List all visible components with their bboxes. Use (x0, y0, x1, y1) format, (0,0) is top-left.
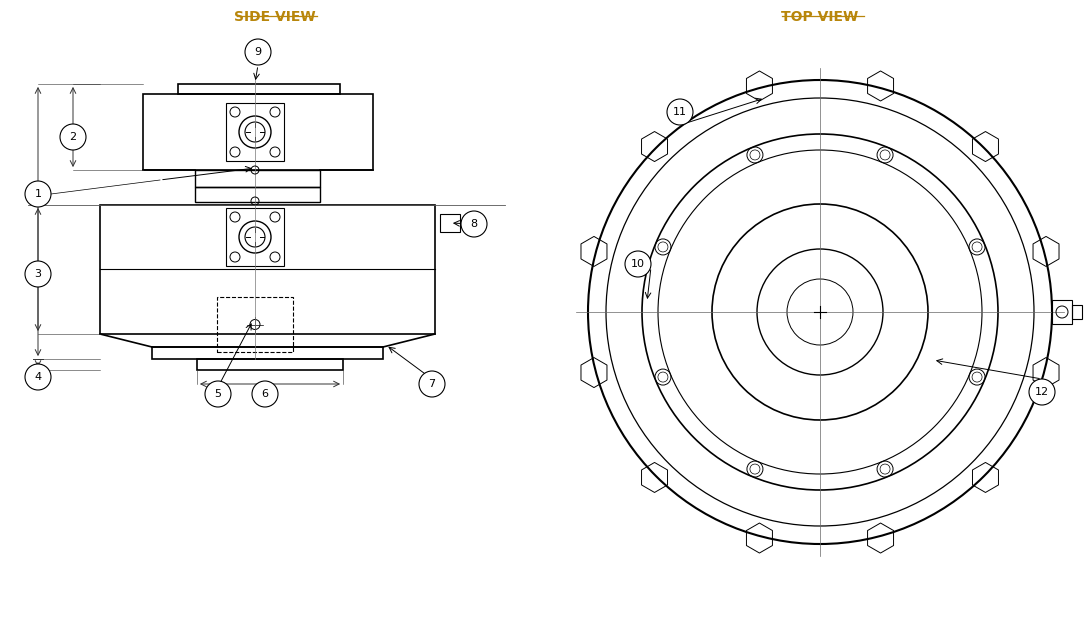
Bar (227, 208, 284, 266)
Text: 5: 5 (215, 389, 221, 399)
Circle shape (25, 364, 51, 390)
Circle shape (205, 381, 231, 407)
Circle shape (25, 181, 51, 207)
Text: 4: 4 (35, 372, 41, 382)
Circle shape (25, 261, 51, 287)
Circle shape (60, 124, 86, 150)
Bar (217, 297, 293, 352)
Bar (1072, 305, 1082, 319)
Bar (178, 84, 340, 94)
Bar (152, 347, 383, 359)
Circle shape (625, 251, 651, 277)
Bar (227, 103, 284, 161)
Text: SIDE VIEW: SIDE VIEW (234, 10, 316, 24)
Text: 1: 1 (35, 189, 41, 199)
Polygon shape (582, 236, 607, 266)
Polygon shape (641, 132, 668, 162)
Polygon shape (1033, 236, 1059, 266)
Polygon shape (641, 462, 668, 492)
Text: 12: 12 (1035, 387, 1049, 397)
Text: TOP VIEW: TOP VIEW (782, 10, 858, 24)
Bar (1052, 300, 1072, 324)
Text: 2: 2 (70, 132, 76, 142)
Circle shape (666, 99, 693, 125)
Polygon shape (1033, 358, 1059, 388)
Bar (440, 214, 460, 232)
Circle shape (252, 381, 278, 407)
Bar (197, 359, 343, 370)
Text: 8: 8 (470, 219, 478, 229)
Circle shape (461, 211, 487, 237)
Polygon shape (746, 523, 772, 553)
Bar (100, 205, 435, 334)
Circle shape (1029, 379, 1055, 405)
Polygon shape (868, 523, 894, 553)
Bar (195, 170, 320, 187)
Text: 7: 7 (428, 379, 436, 389)
Circle shape (419, 371, 445, 397)
Text: 10: 10 (631, 259, 645, 269)
Polygon shape (582, 358, 607, 388)
Bar (195, 187, 320, 202)
Polygon shape (972, 132, 999, 162)
Text: 6: 6 (261, 389, 269, 399)
Polygon shape (972, 462, 999, 492)
Text: 9: 9 (255, 47, 261, 57)
Polygon shape (746, 71, 772, 101)
Polygon shape (868, 71, 894, 101)
Text: 11: 11 (673, 107, 687, 117)
Circle shape (245, 39, 271, 65)
Text: 3: 3 (35, 269, 41, 279)
Bar (143, 94, 374, 170)
